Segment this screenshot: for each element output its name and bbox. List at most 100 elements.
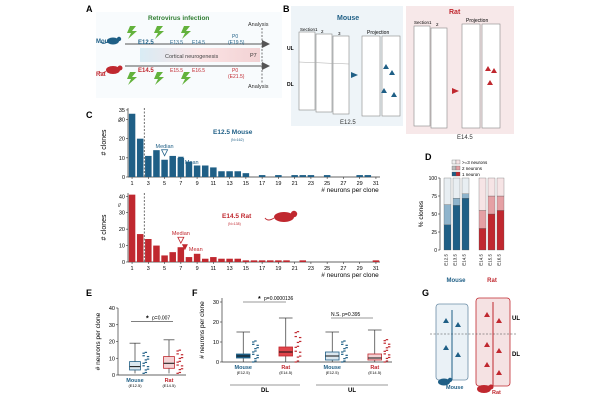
sample-dot <box>142 362 145 364</box>
sample-dot <box>383 350 386 352</box>
significance-star: * <box>258 296 261 303</box>
sample-dot <box>254 350 257 352</box>
arrow-shaft <box>351 73 353 77</box>
x-tick-label: 11 <box>210 266 216 272</box>
b-section3-label: 3 <box>338 31 341 36</box>
axis-break-mark: // <box>118 118 121 124</box>
b-mouse-title: Mouse <box>337 15 359 22</box>
sample-dot <box>385 339 389 341</box>
sample-dot <box>343 348 346 350</box>
sample-dot <box>144 361 148 364</box>
median-marker <box>160 149 169 157</box>
histogram-bar <box>242 260 250 262</box>
panel-e: 0 10 20 30 40 # neurons per clone Mouse(E12.5)… <box>95 306 186 388</box>
x-axis-label: # neurons per clone <box>321 272 379 279</box>
lightning-icon <box>154 72 164 85</box>
p-value: p=0.007 <box>152 315 170 321</box>
sample-dot <box>294 350 297 352</box>
histogram-bar <box>185 257 193 262</box>
sample-dot <box>176 372 179 374</box>
sample-dot <box>383 361 386 363</box>
sample-dot <box>294 332 297 334</box>
x-tick-label: Rat <box>281 365 290 371</box>
histogram-bar <box>299 260 307 262</box>
arrow-icon <box>262 62 270 70</box>
b-mouse-age: E12.5 <box>340 120 356 126</box>
mouse-projection-a <box>361 35 381 117</box>
sample-dot <box>142 372 145 374</box>
histogram-bar <box>226 171 233 177</box>
panel-label-c: C <box>86 110 93 120</box>
x-tick-label: 29 <box>357 266 363 272</box>
rat-time-1: E15.5 <box>170 68 183 74</box>
x-tick-label: 7 <box>179 181 182 187</box>
sample-dot <box>256 354 259 356</box>
stacked-bar-segment <box>452 198 461 206</box>
panel-label-g: G <box>422 288 429 298</box>
stacked-bar-segment <box>478 228 487 251</box>
sample-dot <box>298 355 302 357</box>
sample-dot <box>178 371 182 374</box>
histogram-bar <box>372 260 380 262</box>
sample-dot <box>142 365 145 367</box>
rat-icon <box>477 384 494 393</box>
rat-icon <box>264 210 298 222</box>
legend-swatch <box>451 159 457 165</box>
x-tick-label: 15 <box>243 181 249 187</box>
sample-dot <box>176 361 179 363</box>
arrow-icon <box>452 88 459 94</box>
panel-a: Cortical neurogenesis Retrovirus infecti… <box>96 12 282 98</box>
sample-dot <box>298 336 302 339</box>
histogram-bar <box>275 175 282 177</box>
sample-dot <box>296 360 300 362</box>
sample-dot <box>294 346 297 348</box>
x-tick-label: 1 <box>131 181 134 187</box>
g-ul-label: UL <box>512 316 520 322</box>
sample-dot <box>176 350 179 352</box>
neuron-marker <box>389 70 395 75</box>
mouse-icon <box>100 36 122 45</box>
sample-dot <box>341 353 344 355</box>
analysis-label-top: Analysis <box>248 22 269 28</box>
y-tick-label: 0 <box>122 175 125 181</box>
rat-neurons <box>484 312 502 375</box>
mouse-label: Mouse <box>96 39 116 45</box>
mouse-section-1 <box>298 31 316 111</box>
histogram-bar <box>323 175 331 177</box>
rat-time-0: E14.5 <box>138 68 154 74</box>
x-tick-label: 23 <box>308 181 314 187</box>
x-tick-sublabel: (E14.5) <box>279 370 293 375</box>
rat-section-1 <box>413 25 431 127</box>
mean-marker <box>181 244 188 251</box>
sample-dot <box>176 353 179 355</box>
x-tick-label: 25 <box>324 181 330 187</box>
mean-marker <box>177 156 184 163</box>
group-label: Mouse <box>446 278 466 284</box>
legend-label: >=3 neurons <box>462 160 488 165</box>
b-section1-label: Section1 <box>300 27 318 32</box>
x-tick-label: 23 <box>308 266 314 272</box>
histogram-bar <box>275 260 282 262</box>
lightning-icon <box>181 72 191 85</box>
b-rat-section2-label: 2 <box>436 22 439 27</box>
panel-d: 0 25 50 75 100 % clones E12.5 E13.5 E14.5 E14.5 E1… <box>418 159 505 284</box>
lightning-icon <box>154 26 164 39</box>
b-rat-age: E14.5 <box>457 135 473 141</box>
neuron-marker <box>487 80 493 85</box>
y-axis-label: # neurons per clone <box>199 301 206 359</box>
mouse-neurons <box>443 318 461 357</box>
histogram-bar <box>210 167 217 177</box>
g-rat-label: Rat <box>492 390 501 396</box>
sample-dot <box>298 351 302 353</box>
sample-dot <box>180 354 184 356</box>
box <box>129 361 141 371</box>
legend-swatch <box>455 171 461 177</box>
panel-g: UL DL Mouse Rat <box>430 297 520 396</box>
p-value: p=0.0000136 <box>264 296 294 302</box>
histogram-bar <box>242 173 250 177</box>
stacked-bar-segment <box>496 195 505 211</box>
y-tick-label: 100 <box>429 176 438 182</box>
sample-dot <box>256 344 259 346</box>
